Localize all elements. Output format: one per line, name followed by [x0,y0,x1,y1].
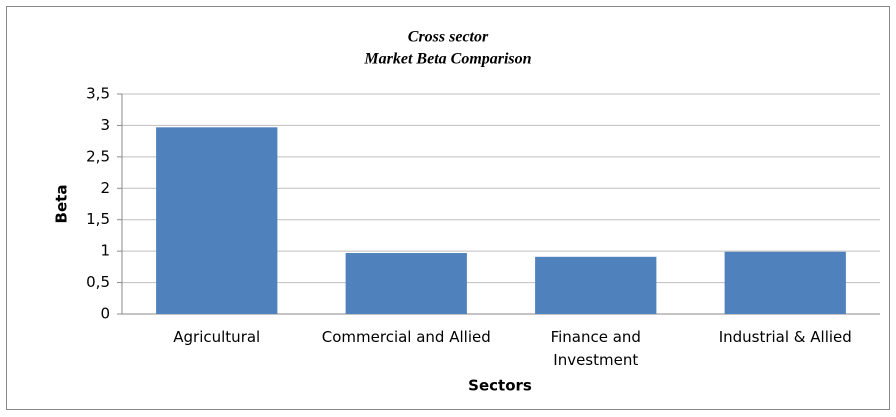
x-tick-label: Commercial and Allied [321,328,491,346]
chart-title: Market Beta Comparison [363,51,531,68]
bar [535,256,657,314]
y-tick-label: 3,5 [86,85,110,103]
bar [156,127,278,314]
x-tick-label: Industrial & Allied [718,328,852,346]
y-tick-label: 3 [100,116,110,134]
x-tick-label: Finance and Investment [550,328,641,369]
y-axis-label: Beta [53,185,71,224]
y-tick-label: 1,5 [86,210,110,228]
y-tick-label: 0,5 [86,273,110,291]
y-tick-label: 2 [100,179,110,197]
chart-border [6,6,890,410]
chart-title: Cross sector [408,29,489,46]
x-axis-label: Sectors [468,377,532,395]
bar [345,253,467,314]
bar [724,251,846,314]
y-tick-label: 0 [100,305,110,323]
y-tick-label: 1 [100,242,110,260]
x-tick-label: Agricultural [173,328,261,346]
y-tick-label: 2,5 [86,147,110,165]
